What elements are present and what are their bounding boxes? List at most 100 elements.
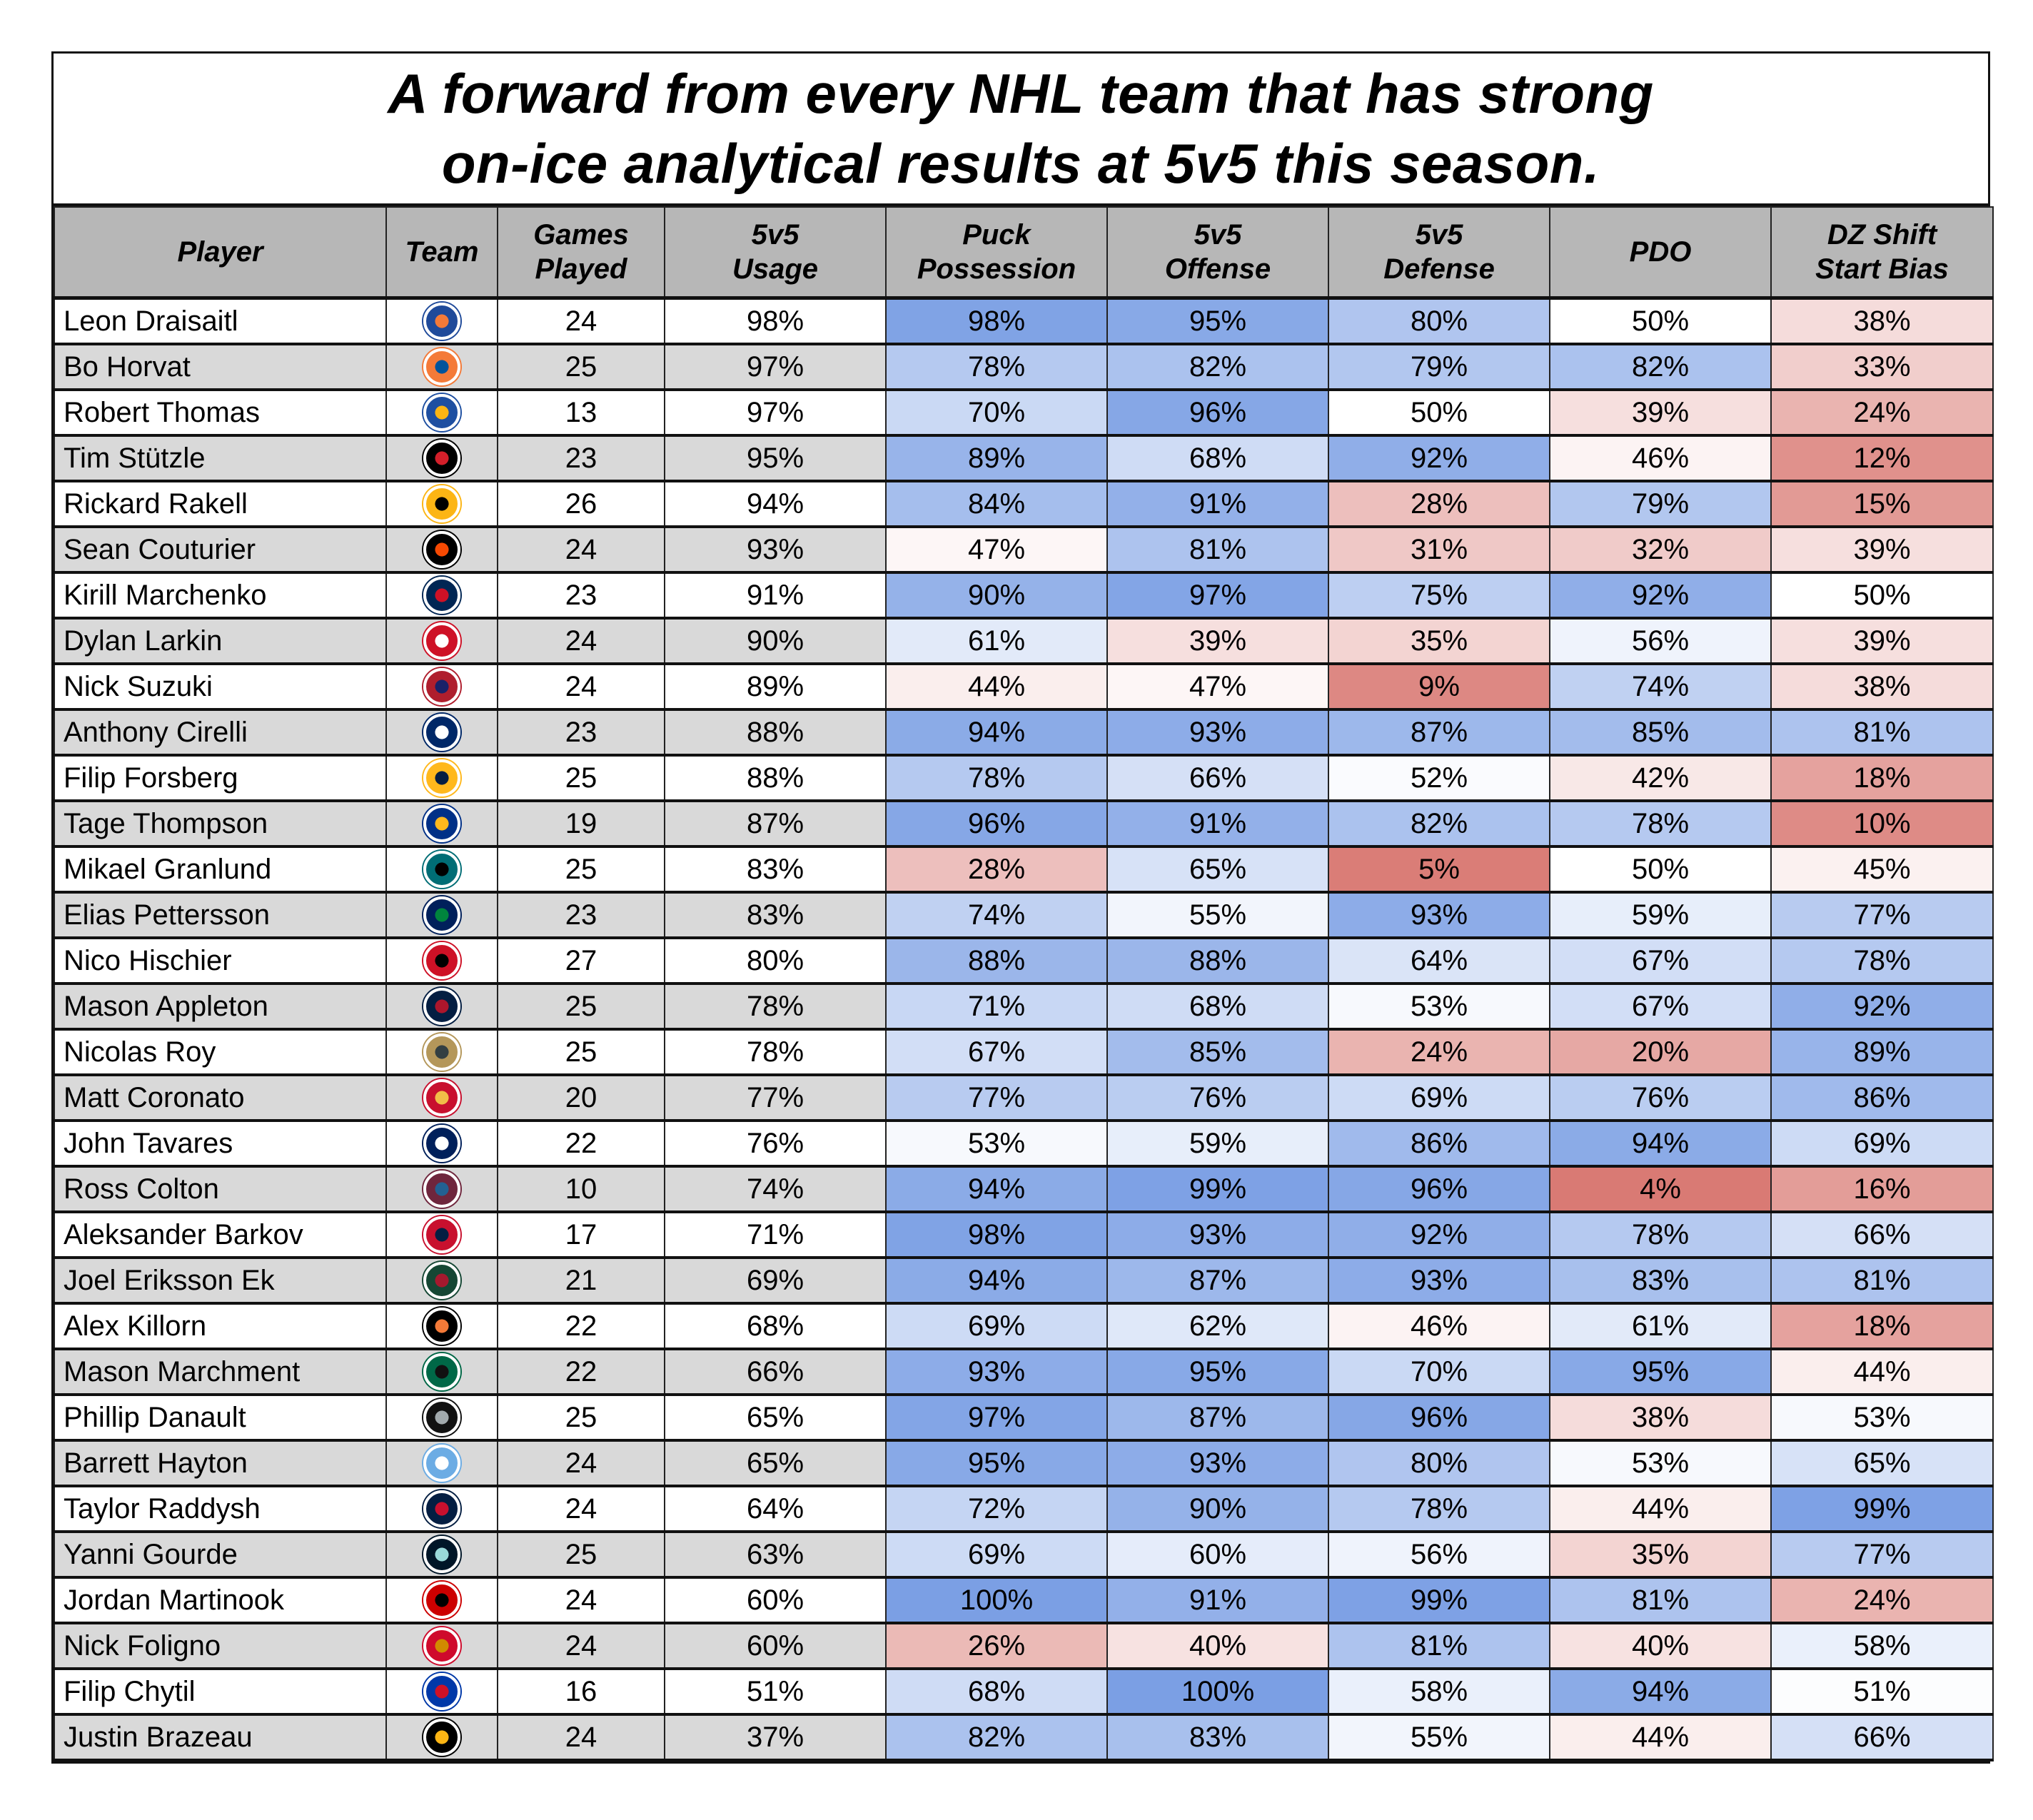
games-played-cell: 24 bbox=[497, 1440, 665, 1486]
pdo-value: 44% bbox=[1631, 1721, 1690, 1753]
header-dz-shift-start-bias[interactable]: DZ Shift Start Bias bbox=[1770, 206, 1994, 299]
table-row: Ross Colton 10 74% 94% 99% 96% 4% 16% bbox=[54, 1166, 1994, 1212]
games-played-cell: 25 bbox=[497, 846, 665, 892]
team-cell bbox=[385, 618, 498, 664]
dz-shift-start-bias-cell: 81% bbox=[1770, 1258, 1994, 1303]
pdo-value: 4% bbox=[1640, 1173, 1681, 1205]
pdo-value: 46% bbox=[1631, 442, 1690, 474]
5v5-defense-cell: 96% bbox=[1328, 1166, 1550, 1212]
player-name-cell: Taylor Raddysh bbox=[54, 1486, 387, 1532]
pdo-cell: 76% bbox=[1549, 1075, 1772, 1121]
dz-shift-start-bias-value: 10% bbox=[1853, 807, 1911, 839]
puck-possession-value: 67% bbox=[967, 1036, 1026, 1068]
header-puck-possession[interactable]: Puck Possession bbox=[885, 206, 1108, 299]
ducks-logo-icon bbox=[423, 1308, 460, 1345]
header-player[interactable]: Player bbox=[54, 206, 387, 299]
usage-cell: 93% bbox=[664, 527, 887, 572]
puck-possession-cell: 67% bbox=[885, 1029, 1108, 1075]
5v5-offense-value: 97% bbox=[1189, 579, 1247, 611]
maple-leafs-logo-icon bbox=[423, 1125, 460, 1162]
dz-shift-start-bias-cell: 53% bbox=[1770, 1395, 1994, 1440]
oilers-logo-icon bbox=[423, 303, 460, 340]
player-name-cell: Nico Hischier bbox=[54, 938, 387, 984]
flames-logo-icon bbox=[423, 1079, 460, 1116]
usage-cell: 60% bbox=[664, 1577, 887, 1623]
dz-shift-start-bias-cell: 33% bbox=[1770, 344, 1994, 390]
header-5v5-usage[interactable]: 5v5 Usage bbox=[664, 206, 887, 299]
player-stats-table: Player Team Games Played 5v5 Usage Puck Pos… bbox=[54, 206, 1994, 1761]
kings-logo-icon bbox=[423, 1399, 460, 1436]
header-5v5-offense[interactable]: 5v5 Offense bbox=[1106, 206, 1329, 299]
5v5-offense-cell: 62% bbox=[1106, 1303, 1329, 1349]
dz-shift-start-bias-value: 15% bbox=[1853, 487, 1911, 520]
games-played-cell: 24 bbox=[497, 298, 665, 344]
5v5-defense-cell: 53% bbox=[1328, 984, 1550, 1029]
header-games-played[interactable]: Games Played bbox=[497, 206, 665, 299]
5v5-offense-cell: 81% bbox=[1106, 527, 1329, 572]
puck-possession-value: 100% bbox=[959, 1584, 1034, 1616]
puck-possession-value: 53% bbox=[967, 1127, 1026, 1159]
pdo-cell: 32% bbox=[1549, 527, 1772, 572]
dz-shift-start-bias-value: 66% bbox=[1853, 1218, 1911, 1250]
header-team[interactable]: Team bbox=[385, 206, 498, 299]
puck-possession-value: 94% bbox=[967, 1173, 1026, 1205]
table-row: Filip Chytil 16 51% 68% 100% 58% 94% 51% bbox=[54, 1669, 1994, 1714]
games-played-cell: 25 bbox=[497, 1532, 665, 1577]
dz-shift-start-bias-value: 38% bbox=[1853, 670, 1911, 702]
dz-shift-start-bias-cell: 38% bbox=[1770, 664, 1994, 709]
usage-cell: 77% bbox=[664, 1075, 887, 1121]
pdo-value: 67% bbox=[1631, 990, 1690, 1022]
dz-shift-start-bias-value: 51% bbox=[1853, 1675, 1911, 1707]
table-row: Phillip Danault 25 65% 97% 87% 96% 38% 53% bbox=[54, 1395, 1994, 1440]
pdo-value: 38% bbox=[1631, 1401, 1690, 1433]
flyers-logo-icon bbox=[423, 531, 460, 568]
pdo-value: 53% bbox=[1631, 1447, 1690, 1479]
canucks-logo-icon bbox=[423, 896, 460, 934]
puck-possession-cell: 74% bbox=[885, 892, 1108, 938]
penguins-logo-icon bbox=[423, 485, 460, 522]
5v5-defense-cell: 31% bbox=[1328, 527, 1550, 572]
5v5-defense-cell: 78% bbox=[1328, 1486, 1550, 1532]
5v5-defense-value: 81% bbox=[1410, 1629, 1468, 1662]
5v5-defense-cell: 52% bbox=[1328, 755, 1550, 801]
player-name-cell: Matt Coronato bbox=[54, 1075, 387, 1121]
5v5-offense-value: 91% bbox=[1189, 1584, 1247, 1616]
dz-shift-start-bias-cell: 15% bbox=[1770, 481, 1994, 527]
player-name-cell: Filip Forsberg bbox=[54, 755, 387, 801]
5v5-offense-value: 91% bbox=[1189, 487, 1247, 520]
team-cell bbox=[385, 527, 498, 572]
usage-cell: 74% bbox=[664, 1166, 887, 1212]
team-cell bbox=[385, 435, 498, 481]
team-cell bbox=[385, 1212, 498, 1258]
5v5-offense-value: 85% bbox=[1189, 1036, 1247, 1068]
table-row: Sean Couturier 24 93% 47% 81% 31% 32% 39% bbox=[54, 527, 1994, 572]
5v5-defense-value: 79% bbox=[1410, 350, 1468, 383]
dz-shift-start-bias-cell: 99% bbox=[1770, 1486, 1994, 1532]
dz-shift-start-bias-cell: 39% bbox=[1770, 618, 1994, 664]
player-name-cell: Aleksander Barkov bbox=[54, 1212, 387, 1258]
player-name-cell: Filip Chytil bbox=[54, 1669, 387, 1714]
pdo-cell: 59% bbox=[1549, 892, 1772, 938]
5v5-defense-value: 50% bbox=[1410, 396, 1468, 428]
team-cell bbox=[385, 1577, 498, 1623]
header-pdo[interactable]: PDO bbox=[1549, 206, 1772, 299]
dz-shift-start-bias-cell: 12% bbox=[1770, 435, 1994, 481]
5v5-offense-value: 93% bbox=[1189, 716, 1247, 748]
usage-cell: 71% bbox=[664, 1212, 887, 1258]
dz-shift-start-bias-value: 33% bbox=[1853, 350, 1911, 383]
games-played-cell: 25 bbox=[497, 1395, 665, 1440]
pdo-value: 35% bbox=[1631, 1538, 1690, 1570]
games-played-cell: 25 bbox=[497, 984, 665, 1029]
pdo-cell: 82% bbox=[1549, 344, 1772, 390]
dz-shift-start-bias-value: 12% bbox=[1853, 442, 1911, 474]
dz-shift-start-bias-cell: 10% bbox=[1770, 801, 1994, 846]
puck-possession-cell: 53% bbox=[885, 1121, 1108, 1166]
header-5v5-defense[interactable]: 5v5 Defense bbox=[1328, 206, 1550, 299]
games-played-cell: 20 bbox=[497, 1075, 665, 1121]
red-wings-logo-icon bbox=[423, 622, 460, 659]
games-played-cell: 23 bbox=[497, 572, 665, 618]
5v5-offense-cell: 40% bbox=[1106, 1623, 1329, 1669]
5v5-offense-cell: 99% bbox=[1106, 1166, 1329, 1212]
5v5-offense-cell: 39% bbox=[1106, 618, 1329, 664]
5v5-offense-value: 95% bbox=[1189, 1355, 1247, 1387]
